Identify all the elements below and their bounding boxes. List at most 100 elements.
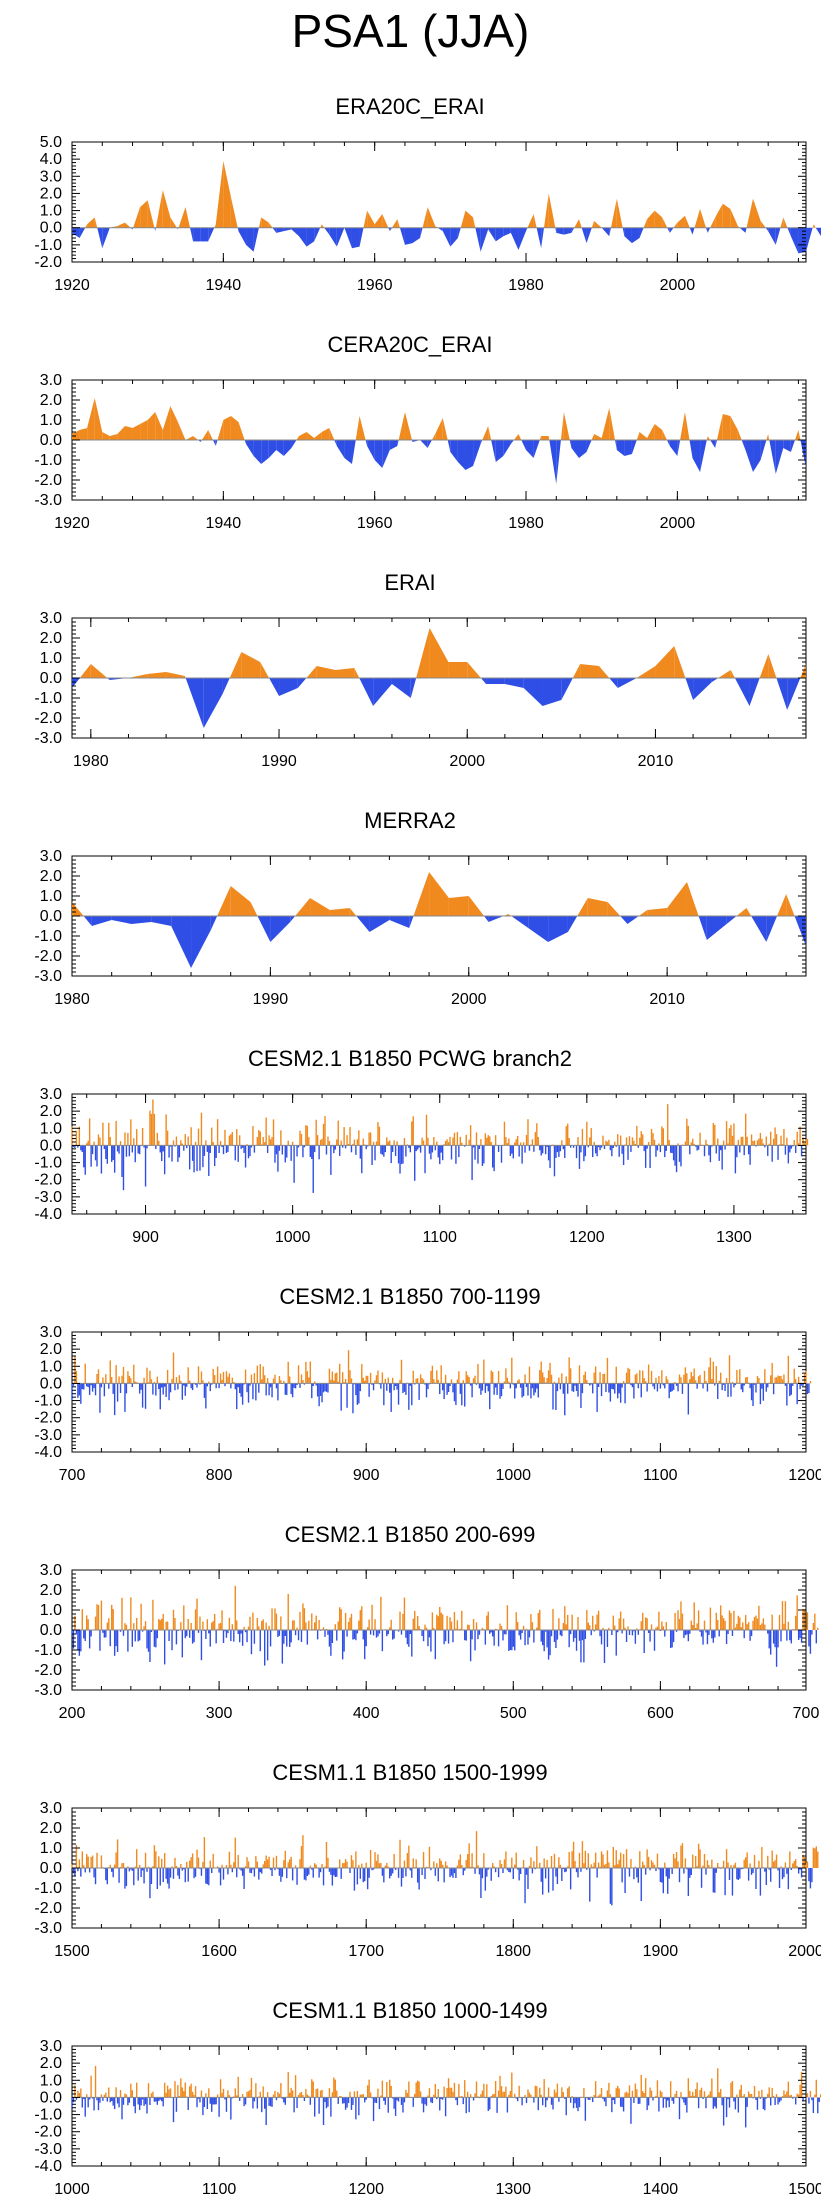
data-bar — [745, 1857, 746, 1868]
area-segment — [449, 896, 469, 916]
data-bar — [155, 2097, 156, 2101]
data-bar — [439, 2097, 440, 2110]
data-bar — [514, 1630, 515, 1650]
data-bar — [711, 1379, 712, 1383]
data-bar — [704, 1854, 705, 1868]
data-bar — [457, 2097, 458, 2105]
data-bar — [355, 1851, 356, 1868]
data-bar — [644, 1145, 645, 1151]
data-bar — [280, 1616, 281, 1630]
data-bar — [639, 1851, 640, 1868]
area-segment — [350, 908, 357, 916]
data-bar — [761, 1139, 762, 1146]
data-bar — [323, 2097, 324, 2125]
data-bar — [290, 1857, 291, 1868]
data-bar — [239, 1135, 240, 1145]
data-bar — [345, 1379, 346, 1383]
data-bar — [126, 1383, 127, 1393]
data-bar — [661, 1868, 662, 1883]
data-bar — [626, 1137, 627, 1145]
area-segment — [549, 436, 550, 440]
data-bar — [105, 1630, 106, 1637]
data-bar — [208, 2088, 209, 2097]
area-segment — [481, 440, 483, 444]
data-bar — [791, 1630, 792, 1643]
data-bar — [243, 2097, 244, 2106]
data-bar — [326, 1383, 327, 1391]
data-bar — [495, 1868, 496, 1872]
data-bar — [726, 1849, 727, 1868]
area-segment — [769, 440, 775, 474]
data-bar — [288, 1141, 289, 1146]
data-bar — [485, 1133, 486, 1145]
data-bar — [257, 2097, 258, 2108]
data-bar — [552, 1868, 553, 1891]
area-segment — [409, 916, 413, 928]
data-bar — [816, 1846, 817, 1868]
data-bar — [149, 1111, 150, 1146]
data-bar — [548, 1630, 549, 1660]
data-bar — [764, 1868, 765, 1872]
data-bar — [271, 2097, 272, 2106]
data-bar — [315, 1616, 316, 1630]
data-bar — [649, 2087, 650, 2097]
data-bar — [358, 1383, 359, 1403]
data-bar — [764, 1625, 765, 1630]
area-segment — [738, 430, 742, 440]
data-bar — [285, 1630, 286, 1636]
data-bar — [599, 1145, 600, 1150]
data-bar — [380, 1145, 381, 1153]
data-bar — [246, 1857, 247, 1868]
area-segment — [238, 422, 244, 440]
area-segment — [397, 440, 398, 446]
data-bar — [118, 1145, 119, 1153]
data-bar — [120, 1383, 121, 1393]
area-segment — [156, 190, 163, 228]
area-segment — [742, 440, 746, 450]
data-bar — [774, 2097, 775, 2105]
data-bar — [251, 1630, 252, 1654]
data-bar — [138, 1868, 139, 1881]
data-bar — [255, 1383, 256, 1400]
data-bar — [274, 2091, 275, 2098]
chart-title: CERA20C_ERAI — [327, 332, 492, 357]
y-tick-label: 3.0 — [40, 2038, 62, 2055]
data-bar — [168, 1145, 169, 1157]
area-segment — [473, 217, 475, 227]
data-bar — [221, 1610, 222, 1630]
data-bar — [402, 1383, 403, 1393]
data-bar — [663, 1626, 664, 1630]
data-bar — [255, 2083, 256, 2097]
data-bar — [536, 2086, 537, 2097]
data-bar — [188, 1868, 189, 1882]
data-bar — [290, 2088, 291, 2098]
data-bar — [340, 1141, 341, 1146]
data-bar — [180, 1140, 181, 1145]
data-bar — [479, 1145, 480, 1149]
data-bar — [449, 2088, 450, 2098]
data-bar — [689, 1868, 690, 1878]
data-bar — [564, 1145, 565, 1158]
area-segment — [450, 228, 458, 247]
data-bar — [104, 1383, 105, 1396]
x-tick-label: 700 — [59, 1467, 86, 1484]
data-bar — [692, 1376, 693, 1383]
data-bar — [748, 1622, 749, 1630]
data-bar — [213, 1854, 214, 1868]
data-bar — [133, 1138, 134, 1145]
data-bar — [246, 1630, 247, 1642]
data-bar — [754, 1617, 755, 1630]
data-bar — [161, 2097, 162, 2101]
area-segment — [231, 886, 251, 916]
data-bar — [632, 2091, 633, 2098]
data-bar — [686, 1630, 687, 1634]
data-bar — [339, 1145, 340, 1155]
x-tick-label: 1800 — [495, 1943, 531, 1960]
data-bar — [308, 1137, 309, 1145]
area-segment — [526, 440, 534, 458]
data-bar — [258, 1626, 259, 1630]
area-segment — [140, 200, 148, 227]
data-bar — [107, 2097, 108, 2101]
data-bar — [77, 2091, 78, 2098]
